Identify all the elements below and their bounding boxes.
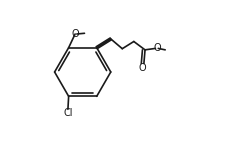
- Text: O: O: [71, 29, 79, 39]
- Text: Cl: Cl: [63, 108, 73, 118]
- Text: O: O: [153, 43, 161, 53]
- Text: O: O: [139, 63, 146, 73]
